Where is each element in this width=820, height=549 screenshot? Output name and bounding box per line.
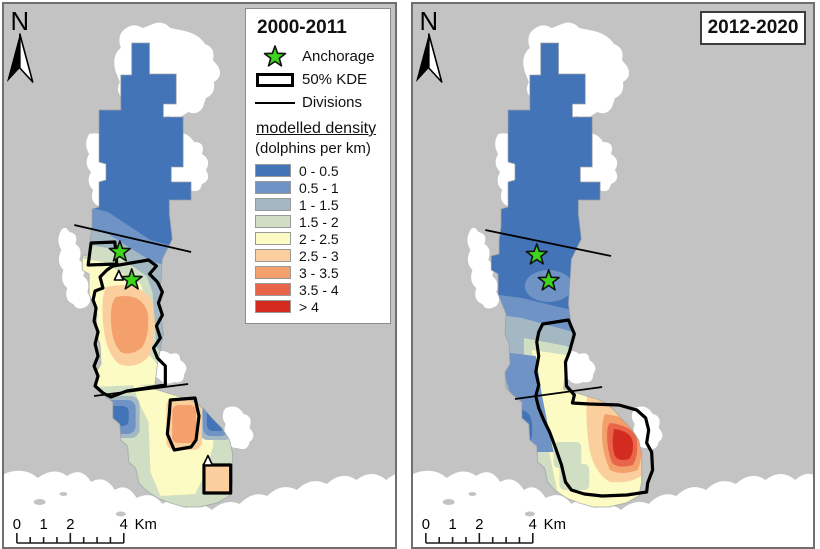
kde-50-contours	[534, 318, 655, 498]
map-2000-2011: N 0 1 2 4 Km	[4, 4, 395, 547]
legend-class-row: 0.5 - 1	[255, 179, 382, 196]
legend-class-row: 1.5 - 2	[255, 213, 382, 230]
legend-class-row: 2 - 2.5	[255, 230, 382, 247]
svg-text:1: 1	[448, 516, 456, 533]
legend-class-row: 2.5 - 3	[255, 247, 382, 264]
panel-title: 2000-2011	[257, 17, 347, 38]
svg-text:N: N	[11, 8, 30, 36]
map-2012-2020: N 0 1 2 4 Km	[413, 4, 813, 547]
density-heading: modelled density	[256, 120, 377, 137]
class-swatch	[255, 266, 291, 279]
class-swatch	[255, 181, 291, 194]
class-swatch	[255, 164, 291, 177]
class-swatch	[255, 249, 291, 262]
legend-class-row: 3 - 3.5	[255, 264, 382, 281]
map-panel-2000-2011: N 0 1 2 4 Km 2000-2011 Anchorage	[2, 2, 397, 549]
svg-text:0: 0	[422, 516, 430, 533]
division-line-icon	[255, 101, 295, 104]
kde-50-contours	[86, 240, 233, 495]
kde-outline-icon	[255, 72, 295, 87]
legend-class-row: 3.5 - 4	[255, 281, 382, 298]
division-lines	[485, 229, 612, 400]
scale-bar: 0 1 2 4 Km	[13, 516, 157, 544]
class-swatch	[255, 300, 291, 313]
svg-text:2: 2	[66, 516, 74, 533]
north-arrow: N	[415, 8, 443, 83]
legend-item-divisions: Divisions	[255, 91, 382, 114]
density-subheading: (dolphins per km)	[255, 140, 371, 157]
svg-text:1: 1	[39, 516, 47, 533]
svg-text:Km: Km	[135, 516, 157, 533]
legend-class-row: > 4	[255, 298, 382, 315]
class-swatch	[255, 232, 291, 245]
legend-item-kde: 50% KDE	[255, 68, 382, 91]
svg-text:2: 2	[475, 516, 483, 533]
svg-text:4: 4	[120, 516, 128, 533]
star-icon	[255, 44, 295, 70]
north-arrow: N	[6, 8, 34, 83]
legend-item-anchorage: Anchorage	[255, 44, 382, 70]
legend-class-row: 0 - 0.5	[255, 162, 382, 179]
class-swatch	[255, 215, 291, 228]
map-panel-2012-2020: N 0 1 2 4 Km 2012-2020	[411, 2, 815, 549]
svg-text:0: 0	[13, 516, 21, 533]
svg-text:4: 4	[529, 516, 537, 533]
panel-title-box: 2012-2020	[700, 11, 806, 45]
legend-class-row: 1 - 1.5	[255, 196, 382, 213]
class-swatch	[255, 198, 291, 211]
svg-text:N: N	[420, 8, 439, 36]
panel-title: 2012-2020	[707, 17, 799, 38]
scale-bar: 0 1 2 4 Km	[422, 516, 566, 544]
svg-text:Km: Km	[544, 516, 566, 533]
class-swatch	[255, 283, 291, 296]
legend: 2000-2011 Anchorage 50% KDE Divisions mo…	[245, 8, 391, 324]
